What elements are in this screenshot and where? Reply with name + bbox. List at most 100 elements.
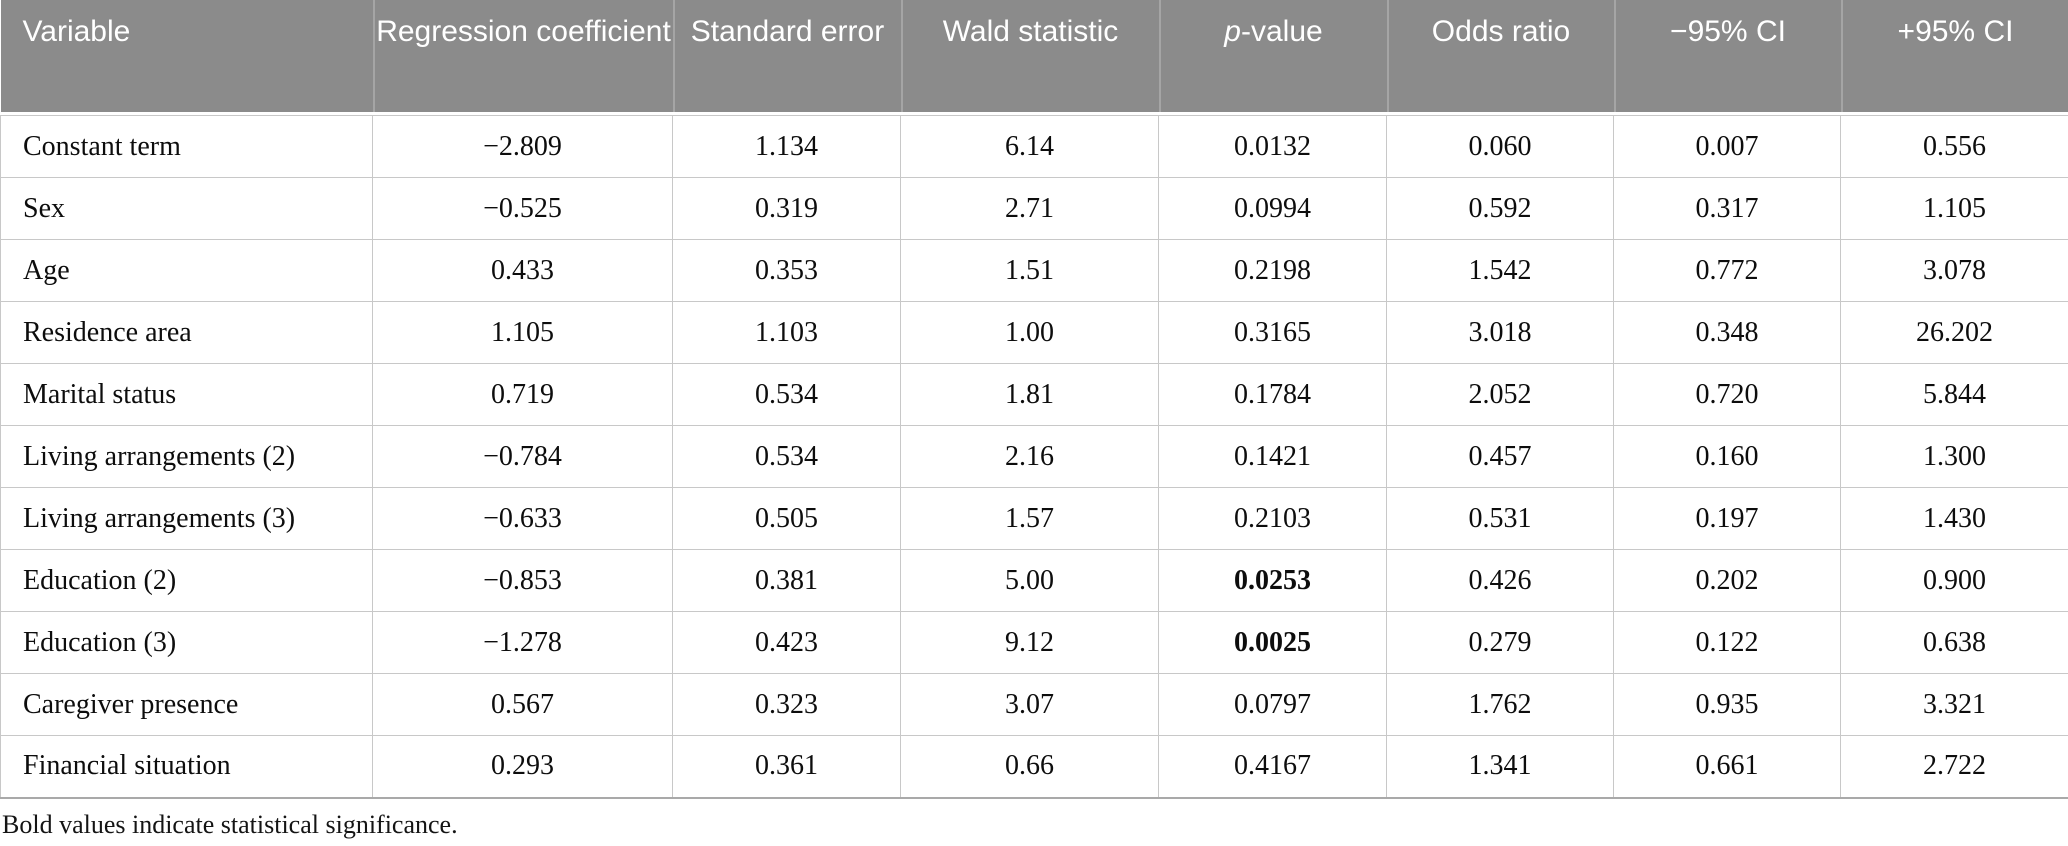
column-header-wald-statistic: Wald statistic xyxy=(900,0,1159,116)
value-cell: −0.853 xyxy=(372,549,673,612)
value-cell: 1.105 xyxy=(1840,177,2068,240)
table-row: Education (2) −0.853 0.381 5.00 0.0253 0.426 0… xyxy=(0,549,2068,612)
value-cell: 0.661 xyxy=(1613,735,1841,799)
value-cell: 0.1421 xyxy=(1158,425,1387,488)
column-header-label: Odds ratio xyxy=(1386,0,1614,112)
table-footnote: Bold values indicate statistical signifi… xyxy=(2,809,458,839)
p-italic: p xyxy=(1224,15,1241,48)
table-row: Caregiver presence 0.567 0.323 3.07 0.0797 1.… xyxy=(0,673,2068,736)
value-cell: 1.762 xyxy=(1386,673,1614,736)
value-cell: 0.0253 xyxy=(1158,549,1387,612)
column-header-label: Wald statistic xyxy=(900,0,1159,112)
table-row: Living arrangements (3) −0.633 0.505 1.57 0.… xyxy=(0,487,2068,550)
value-cell: 0.317 xyxy=(1613,177,1841,240)
value-cell: 1.00 xyxy=(900,301,1159,364)
value-cell: 6.14 xyxy=(900,115,1159,178)
value-cell: 0.0994 xyxy=(1158,177,1387,240)
value-cell: 0.1784 xyxy=(1158,363,1387,426)
value-cell: 0.457 xyxy=(1386,425,1614,488)
column-header-minus95ci: −95% CI xyxy=(1613,0,1841,116)
row-label-cell: Living arrangements (2) xyxy=(0,425,373,488)
row-label-cell: Sex xyxy=(0,177,373,240)
value-cell: 0.567 xyxy=(372,673,673,736)
value-cell: 0.319 xyxy=(672,177,901,240)
column-header-regression-coefficient: Regression coefficient xyxy=(372,0,673,116)
column-header-plus95ci: +95% CI xyxy=(1840,0,2068,116)
value-cell: 0.935 xyxy=(1613,673,1841,736)
value-cell: 2.722 xyxy=(1840,735,2068,799)
column-header-variable: Variable xyxy=(0,0,373,116)
table-row: Residence area 1.105 1.103 1.00 0.3165 3.018 0… xyxy=(0,301,2068,364)
value-cell: −2.809 xyxy=(372,115,673,178)
value-cell: 0.638 xyxy=(1840,611,2068,674)
value-cell: 0.0025 xyxy=(1158,611,1387,674)
value-cell: 2.71 xyxy=(900,177,1159,240)
value-cell: 3.321 xyxy=(1840,673,2068,736)
value-cell: 0.556 xyxy=(1840,115,2068,178)
table-row: Age 0.433 0.353 1.51 0.2198 1.542 0.772 3.078 xyxy=(0,239,2068,302)
value-cell: −0.525 xyxy=(372,177,673,240)
value-cell: 0.719 xyxy=(372,363,673,426)
value-cell: 0.4167 xyxy=(1158,735,1387,799)
row-label-cell: Education (2) xyxy=(0,549,373,612)
regression-results-table: Variable Regression coefficient Standard… xyxy=(0,0,2068,799)
value-cell: 1.103 xyxy=(672,301,901,364)
value-cell: 1.81 xyxy=(900,363,1159,426)
table-row: Sex −0.525 0.319 2.71 0.0994 0.592 0.317 1.105 xyxy=(0,177,2068,240)
row-label-cell: Residence area xyxy=(0,301,373,364)
table-body: Constant term −2.809 1.134 6.14 0.0132 0.060 0… xyxy=(0,115,2068,799)
row-label-cell: Financial situation xyxy=(0,735,373,799)
column-header-label: p -value xyxy=(1158,0,1387,112)
row-label-cell: Age xyxy=(0,239,373,302)
header-row: Variable Regression coefficient Standard… xyxy=(0,0,2068,116)
value-cell: 0.353 xyxy=(672,239,901,302)
value-cell: 5.844 xyxy=(1840,363,2068,426)
value-cell: 1.57 xyxy=(900,487,1159,550)
value-cell: 0.361 xyxy=(672,735,901,799)
table-header: Variable Regression coefficient Standard… xyxy=(0,0,2068,116)
value-cell: 0.66 xyxy=(900,735,1159,799)
value-cell: 0.423 xyxy=(672,611,901,674)
value-cell: 0.534 xyxy=(672,425,901,488)
row-label-cell: Living arrangements (3) xyxy=(0,487,373,550)
value-cell: 0.279 xyxy=(1386,611,1614,674)
value-cell: −0.784 xyxy=(372,425,673,488)
column-header-label: −95% CI xyxy=(1613,0,1841,112)
table-row: Education (3) −1.278 0.423 9.12 0.0025 0.279 0… xyxy=(0,611,2068,674)
column-header-p-value: p -value xyxy=(1158,0,1387,116)
value-cell: 3.078 xyxy=(1840,239,2068,302)
value-cell: −1.278 xyxy=(372,611,673,674)
column-header-standard-error: Standard error xyxy=(672,0,901,116)
value-cell: 0.202 xyxy=(1613,549,1841,612)
table-row: Living arrangements (2) −0.784 0.534 2.16 0.… xyxy=(0,425,2068,488)
value-cell: 1.51 xyxy=(900,239,1159,302)
value-cell: 0.433 xyxy=(372,239,673,302)
value-cell: 0.772 xyxy=(1613,239,1841,302)
row-label-cell: Education (3) xyxy=(0,611,373,674)
value-cell: 0.007 xyxy=(1613,115,1841,178)
value-cell: 9.12 xyxy=(900,611,1159,674)
value-cell: 3.018 xyxy=(1386,301,1614,364)
value-cell: 0.3165 xyxy=(1158,301,1387,364)
value-cell: 0.531 xyxy=(1386,487,1614,550)
value-cell: 0.060 xyxy=(1386,115,1614,178)
value-cell: 0.0132 xyxy=(1158,115,1387,178)
column-header-odds-ratio: Odds ratio xyxy=(1386,0,1614,116)
value-cell: 0.381 xyxy=(672,549,901,612)
value-cell: 0.348 xyxy=(1613,301,1841,364)
row-label-cell: Marital status xyxy=(0,363,373,426)
row-label-cell: Constant term xyxy=(0,115,373,178)
value-cell: 0.293 xyxy=(372,735,673,799)
value-cell: 0.534 xyxy=(672,363,901,426)
value-cell: 0.720 xyxy=(1613,363,1841,426)
value-cell: 0.592 xyxy=(1386,177,1614,240)
value-cell: 0.426 xyxy=(1386,549,1614,612)
value-cell: 2.052 xyxy=(1386,363,1614,426)
value-cell: −0.633 xyxy=(372,487,673,550)
value-cell: 0.160 xyxy=(1613,425,1841,488)
value-cell: 26.202 xyxy=(1840,301,2068,364)
table-row: Financial situation 0.293 0.361 0.66 0.4167 1… xyxy=(0,735,2068,799)
table-row: Constant term −2.809 1.134 6.14 0.0132 0.060 0… xyxy=(0,115,2068,178)
value-cell: 0.2198 xyxy=(1158,239,1387,302)
